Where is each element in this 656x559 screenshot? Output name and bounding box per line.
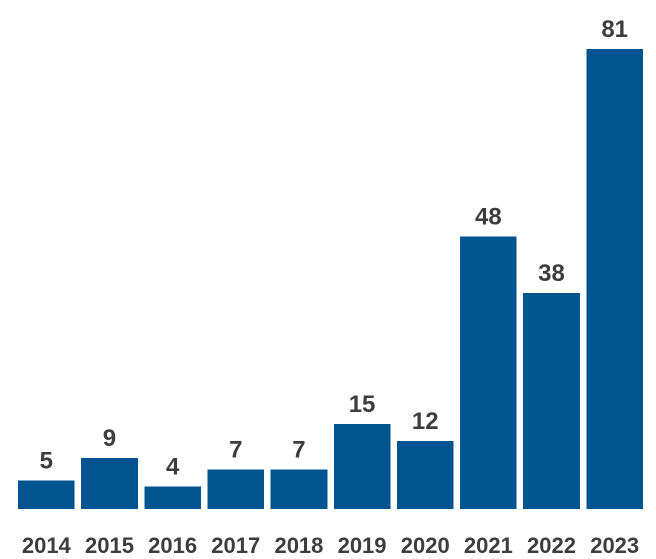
value-label-2021: 48 xyxy=(475,203,502,230)
bar-2014 xyxy=(18,480,75,509)
bars-group xyxy=(18,49,643,509)
category-label-2020: 2020 xyxy=(401,533,450,558)
value-labels-group: 5 9 4 7 7 15 12 48 38 81 xyxy=(40,16,628,480)
bar-2018 xyxy=(270,469,328,509)
bar-2015 xyxy=(81,457,138,509)
value-label-2014: 5 xyxy=(40,448,53,475)
category-label-2019: 2019 xyxy=(338,533,387,558)
bar-2019 xyxy=(333,423,391,509)
value-label-2017: 7 xyxy=(229,436,242,463)
category-label-2014: 2014 xyxy=(22,533,72,558)
category-label-2022: 2022 xyxy=(527,533,576,558)
category-label-2023: 2023 xyxy=(590,533,639,558)
bar-2022 xyxy=(523,293,580,509)
value-label-2015: 9 xyxy=(103,425,116,452)
value-label-2016: 4 xyxy=(166,453,180,480)
value-label-2019: 15 xyxy=(349,391,376,418)
bar-2023 xyxy=(586,49,643,509)
category-label-2016: 2016 xyxy=(148,533,197,558)
bar-2020 xyxy=(396,440,454,509)
value-label-2020: 12 xyxy=(412,408,439,435)
bar-2016 xyxy=(144,486,201,509)
category-label-2015: 2015 xyxy=(85,533,134,558)
bar-2021 xyxy=(460,236,517,509)
category-label-2017: 2017 xyxy=(211,533,260,558)
category-labels-group: 2014 2015 2016 2017 2018 2019 2020 2021 2022 2023 xyxy=(22,533,639,558)
value-label-2018: 7 xyxy=(292,436,305,463)
category-label-2018: 2018 xyxy=(274,533,323,558)
value-label-2022: 38 xyxy=(538,260,565,287)
category-label-2021: 2021 xyxy=(464,533,513,558)
value-label-2023: 81 xyxy=(601,16,628,43)
bar-2017 xyxy=(207,469,265,509)
